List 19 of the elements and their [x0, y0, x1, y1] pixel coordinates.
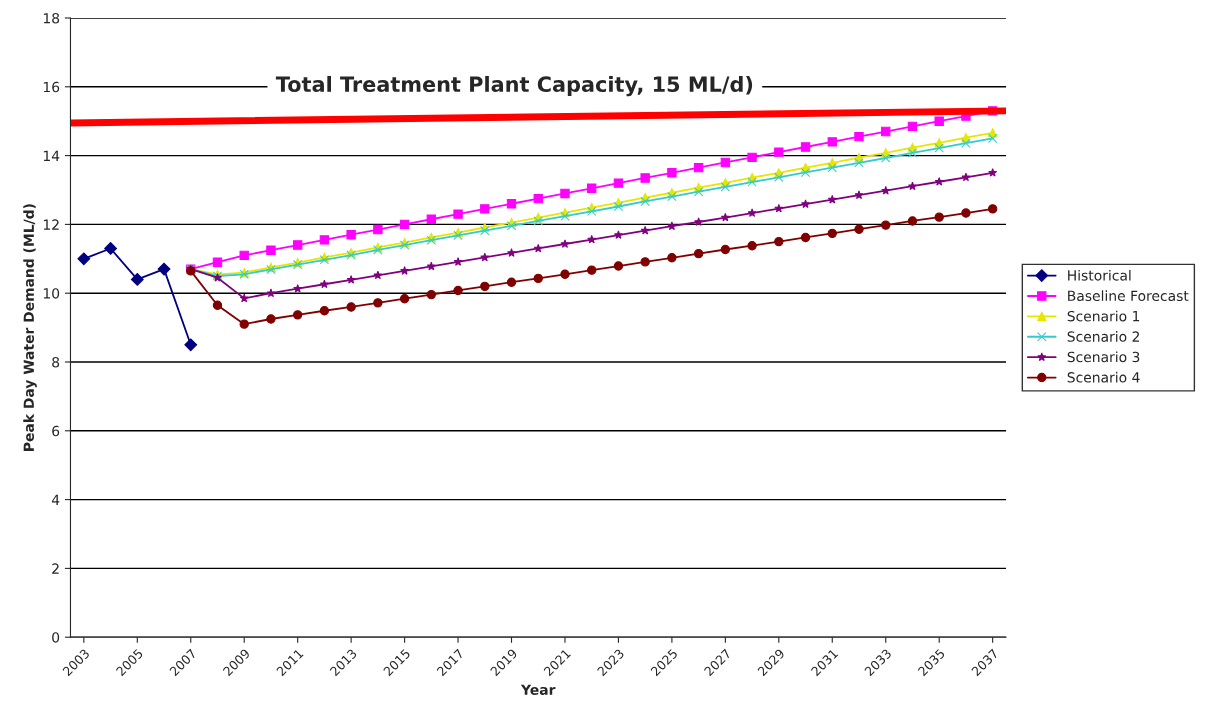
legend-label: Scenario 3 — [1067, 351, 1140, 363]
legend-label: Scenario 2 — [1067, 331, 1139, 342]
legend-label: Scenario 4 — [1067, 371, 1140, 383]
y-tick-label: 2 — [52, 563, 59, 574]
y-tick-label: 12 — [43, 219, 59, 230]
y-tick-label: 10 — [43, 288, 60, 299]
y-axis-title: Peak Day Water Demand (ML/d) — [23, 204, 37, 451]
legend-label: Historical — [1068, 269, 1131, 281]
y-tick-label: 4 — [51, 494, 60, 505]
annotation: Total Treatment Plant Capacity, 15 ML/d) — [275, 75, 753, 97]
y-tick-label: 6 — [52, 425, 60, 437]
y-tick-label: 14 — [43, 150, 60, 161]
y-tick-label: 0 — [52, 632, 60, 643]
y-tick-label: 16 — [43, 81, 60, 93]
legend-label: Baseline Forecast — [1068, 290, 1189, 302]
y-tick-label: 8 — [52, 356, 60, 368]
y-tick-label: 18 — [43, 12, 60, 24]
legend-label: Scenario 1 — [1067, 310, 1140, 322]
x-axis-title: Year — [520, 684, 556, 695]
